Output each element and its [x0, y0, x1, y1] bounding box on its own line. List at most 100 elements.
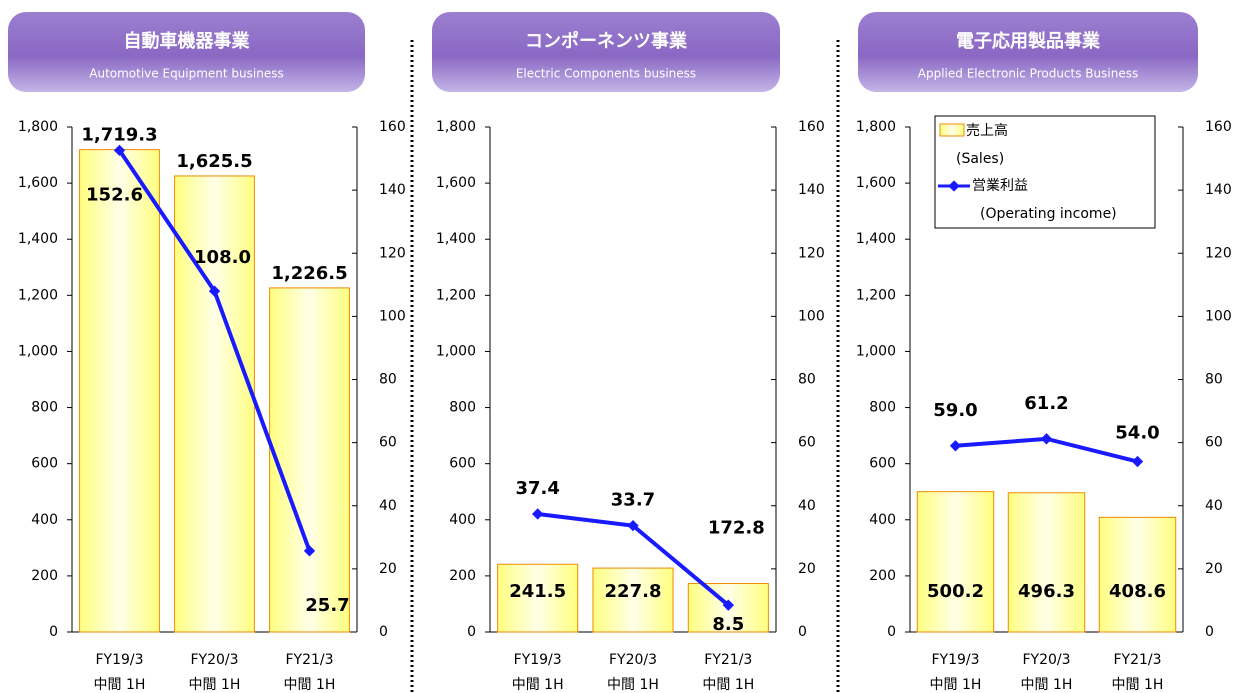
marker	[532, 508, 544, 520]
line-value-label: 152.6	[86, 184, 143, 205]
bar-value-label: 408.6	[1109, 581, 1166, 602]
bar	[497, 563, 579, 633]
y2-tick-label: 40	[1205, 498, 1223, 514]
y-tick-label: 1,400	[436, 231, 476, 247]
y-tick-label: 1,000	[18, 343, 58, 359]
y2-tick-label: 20	[1205, 561, 1223, 577]
x-tick-label: FY21/3	[285, 652, 333, 668]
y2-tick-label: 60	[379, 435, 397, 451]
y-tick-label: 800	[31, 400, 58, 416]
y-tick-label: 1,000	[856, 343, 896, 359]
x-tick-label: FY19/3	[514, 652, 562, 668]
y-tick-label: 1,000	[436, 343, 476, 359]
panel-title: 電子応用製品事業	[956, 30, 1101, 52]
y2-tick-label: 100	[798, 308, 825, 324]
bar	[1098, 516, 1177, 633]
y2-tick-label: 0	[1205, 624, 1214, 640]
y-tick-label: 1,200	[856, 287, 896, 303]
y-tick-label: 1,200	[18, 287, 58, 303]
y2-tick-label: 40	[379, 498, 397, 514]
y2-tick-label: 160	[379, 119, 406, 135]
legend-swatch	[948, 180, 960, 192]
bar-value-label: 500.2	[927, 581, 984, 602]
marker	[1131, 455, 1144, 468]
panel-title: 自動車機器事業	[124, 30, 251, 52]
marker	[1040, 433, 1053, 445]
x-tick-label: FY19/3	[931, 652, 979, 668]
bar-value-label: 241.5	[509, 581, 566, 602]
y2-tick-label: 160	[798, 119, 825, 135]
x-tick-label: 中間 1H	[607, 677, 659, 693]
y-tick-label: 200	[869, 568, 896, 584]
bar-value-label: 1,625.5	[176, 151, 252, 172]
marker	[722, 599, 734, 611]
marker	[303, 545, 316, 557]
line-value-label: 8.5	[712, 614, 744, 635]
y2-tick-label: 120	[379, 245, 406, 261]
y2-tick-label: 120	[798, 245, 825, 261]
y-tick-label: 600	[31, 456, 58, 472]
panel-subtitle: Automotive Equipment business	[89, 67, 283, 81]
legend-box	[934, 115, 1156, 229]
y2-tick-label: 20	[379, 561, 397, 577]
line-value-label: 108.0	[194, 247, 251, 268]
y2-tick-label: 60	[798, 435, 816, 451]
marker	[627, 519, 639, 532]
line-value-label: 61.2	[1024, 393, 1068, 414]
panel-title: コンポーネンツ事業	[525, 30, 688, 52]
x-tick-label: 中間 1H	[189, 677, 241, 693]
y2-tick-label: 80	[798, 372, 816, 388]
bar	[916, 491, 995, 633]
y-tick-label: 200	[31, 568, 58, 584]
marker	[949, 440, 962, 452]
x-tick-label: 中間 1H	[1021, 677, 1073, 693]
bar-value-label: 1,719.3	[81, 125, 157, 146]
y-tick-label: 0	[49, 624, 58, 640]
y2-tick-label: 60	[1205, 435, 1223, 451]
y-tick-label: 600	[869, 456, 896, 472]
y-tick-label: 800	[449, 400, 476, 416]
legend-label: (Operating income)	[980, 206, 1117, 222]
bar-value-label: 227.8	[605, 581, 662, 602]
y-tick-label: 1,800	[436, 119, 476, 135]
bar-value-label: 496.3	[1018, 581, 1075, 602]
legend-label: 売上高	[966, 122, 1008, 139]
line-value-label: 33.7	[611, 490, 655, 511]
y2-tick-label: 140	[1205, 182, 1232, 198]
x-tick-label: 中間 1H	[1112, 677, 1164, 693]
bar-value-label: 1,226.5	[271, 263, 347, 284]
bar	[1007, 492, 1086, 633]
x-tick-label: FY21/3	[704, 652, 752, 668]
x-tick-label: FY20/3	[1022, 652, 1070, 668]
y-tick-label: 200	[449, 568, 476, 584]
y2-tick-label: 100	[1205, 308, 1232, 324]
y-tick-label: 400	[869, 512, 896, 528]
header-box	[858, 12, 1198, 92]
y-tick-label: 400	[449, 512, 476, 528]
y2-tick-label: 20	[798, 561, 816, 577]
y-tick-label: 1,800	[856, 119, 896, 135]
y-tick-label: 400	[31, 512, 58, 528]
y-tick-label: 1,600	[436, 175, 476, 191]
legend-swatch	[939, 123, 965, 137]
bar	[269, 287, 350, 633]
x-tick-label: 中間 1H	[94, 677, 146, 693]
panel-subtitle: Electric Components business	[516, 67, 696, 81]
y2-tick-label: 80	[379, 372, 397, 388]
y-tick-label: 1,400	[856, 231, 896, 247]
y2-tick-label: 0	[379, 624, 388, 640]
y-tick-label: 1,600	[18, 175, 58, 191]
y-tick-label: 0	[887, 624, 896, 640]
x-tick-label: 中間 1H	[284, 677, 336, 693]
x-tick-label: FY19/3	[95, 652, 143, 668]
x-tick-label: 中間 1H	[702, 677, 754, 693]
x-tick-label: 中間 1H	[512, 677, 564, 693]
bar	[174, 175, 255, 633]
bar	[79, 149, 160, 633]
line-value-label: 37.4	[515, 478, 559, 499]
y-tick-label: 0	[467, 624, 476, 640]
legend-label: 営業利益	[972, 178, 1028, 194]
bar	[592, 567, 674, 633]
legend-label: (Sales)	[956, 151, 1004, 167]
line-value-label: 25.7	[305, 595, 349, 616]
